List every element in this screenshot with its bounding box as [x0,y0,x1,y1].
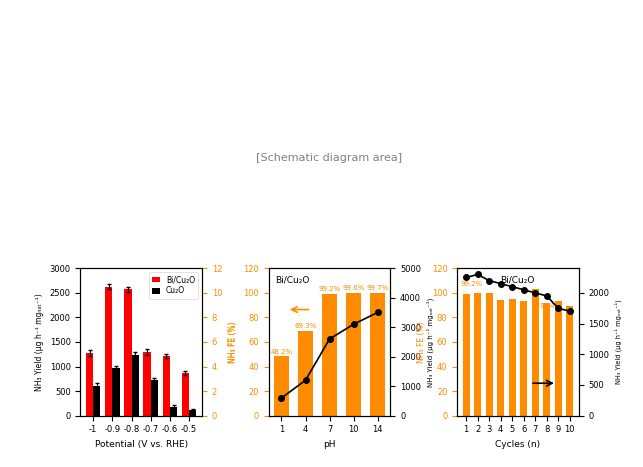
Bar [93,386,100,416]
Y-axis label: NH₃ FE (%): NH₃ FE (%) [229,321,238,363]
Bar [370,293,385,416]
Bar [497,300,504,416]
Y-axis label: NH₃ FE (%): NH₃ FE (%) [228,321,237,363]
Text: [Schematic diagram area]: [Schematic diagram area] [257,153,403,163]
Bar [105,287,113,416]
Bar [113,368,120,416]
Bar [509,299,516,416]
Bar [163,356,170,416]
Bar [532,289,539,416]
Y-axis label: NH₃ Yield (μg h⁻¹ mgₙₐₜ⁻¹): NH₃ Yield (μg h⁻¹ mgₙₐₜ⁻¹) [615,300,622,384]
Bar [182,374,189,416]
Bar [170,407,177,416]
Text: Bi/Cu₂O: Bi/Cu₂O [500,276,534,285]
Y-axis label: NH₃ Yield (μg h⁻¹ mgₙₐₜ⁻¹): NH₃ Yield (μg h⁻¹ mgₙₐₜ⁻¹) [427,297,434,387]
Bar [275,356,289,416]
Y-axis label: NH₃ FE (%): NH₃ FE (%) [417,321,426,363]
Bar [124,290,132,416]
Bar [322,294,337,416]
X-axis label: Potential (V vs. RHE): Potential (V vs. RHE) [95,440,188,449]
Bar [520,301,527,416]
Text: 99.6%: 99.6% [342,285,365,291]
Bar [298,331,312,416]
Text: 69.3%: 69.3% [294,323,317,329]
Bar [189,410,196,416]
Bar [463,294,469,416]
Text: 99.2%: 99.2% [461,281,483,287]
Text: 48.2%: 48.2% [271,348,293,354]
Bar [555,301,562,416]
Text: 99.7%: 99.7% [367,285,389,291]
Text: 92.4%: 92.4% [540,303,562,309]
Bar [543,303,550,416]
Bar [143,352,150,416]
Bar [474,293,481,416]
Bar [132,355,139,416]
Bar [347,293,361,416]
Text: 99.2%: 99.2% [318,286,341,292]
X-axis label: Cycles (n): Cycles (n) [495,440,541,449]
Bar [566,306,573,416]
Text: Bi/Cu₂O: Bi/Cu₂O [275,276,309,285]
Bar [485,293,493,416]
Bar [150,380,158,416]
X-axis label: pH: pH [323,440,336,449]
Y-axis label: NH₃ Yield (μg h⁻¹ mgₙₐₜ⁻¹): NH₃ Yield (μg h⁻¹ mgₙₐₜ⁻¹) [35,293,44,391]
Legend: Bi/Cu₂O, Cu₂O: Bi/Cu₂O, Cu₂O [149,272,198,298]
Bar [86,353,93,416]
